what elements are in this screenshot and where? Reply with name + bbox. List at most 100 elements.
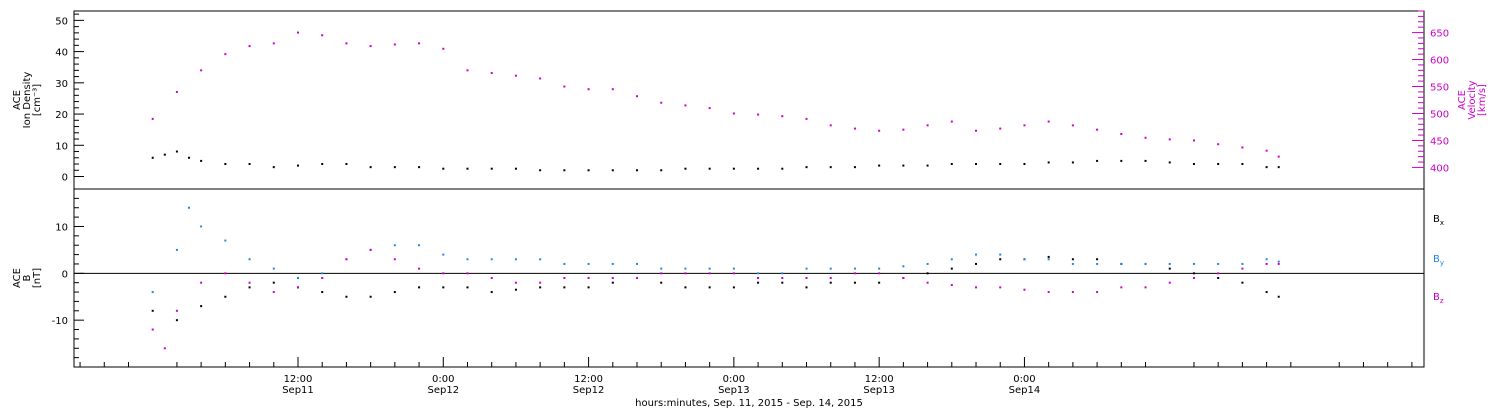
bx-point xyxy=(611,281,614,284)
bz-point xyxy=(248,281,251,284)
bz-point xyxy=(708,272,711,275)
velocity-point xyxy=(950,120,953,123)
by-point xyxy=(587,262,590,265)
bz-point xyxy=(1071,291,1074,294)
by-point xyxy=(1217,262,1220,265)
density-point xyxy=(853,166,856,169)
density-axis-label-line: [cm⁻³] xyxy=(32,84,43,116)
density-axis-ticks: 0 10 20 30 40 50 xyxy=(55,13,84,184)
by-point xyxy=(781,272,784,275)
bx-point xyxy=(1192,272,1195,275)
bx-point xyxy=(853,281,856,284)
density-point xyxy=(660,169,663,172)
bx-point xyxy=(369,295,372,298)
bz-point xyxy=(660,272,663,275)
by-point xyxy=(418,244,421,247)
density-point xyxy=(708,167,711,170)
bz-point xyxy=(296,286,299,289)
by-point xyxy=(805,267,808,270)
velocity-point xyxy=(926,124,929,127)
velocity-tick-label: 450 xyxy=(1430,136,1449,147)
velocity-point xyxy=(1265,149,1268,152)
x-axis-title: hours:minutes, Sep. 11, 2015 - Sep. 14, … xyxy=(635,398,863,409)
time-axis-ticks: 12:00Sep110:00Sep1212:00Sep120:00Sep1312… xyxy=(79,357,1413,396)
density-axis-label-line: ACE xyxy=(12,90,23,110)
density-point xyxy=(418,166,421,169)
density-tick-label: 10 xyxy=(55,141,68,152)
b-axis-label-line: B xyxy=(22,274,33,281)
by-point xyxy=(999,253,1002,256)
by-point xyxy=(296,277,299,279)
bx-point xyxy=(418,286,421,289)
time-tick-label: 0:00 xyxy=(432,374,454,385)
by-point xyxy=(708,267,711,270)
bx-point xyxy=(248,286,251,289)
bx-point xyxy=(563,286,566,289)
density-axis-label: ACE Ion Density [cm⁻³] xyxy=(12,72,43,129)
time-tick-label: 12:00 xyxy=(865,374,894,385)
bz-point xyxy=(1023,288,1026,291)
density-point xyxy=(1217,163,1220,166)
bz-point xyxy=(975,286,978,289)
density-tick-label: 30 xyxy=(55,79,68,90)
density-point xyxy=(393,166,396,169)
bx-point xyxy=(224,295,227,298)
density-point xyxy=(1168,161,1171,164)
bz-point xyxy=(999,286,1002,289)
density-point xyxy=(732,167,735,170)
by-point xyxy=(393,244,396,247)
velocity-point xyxy=(248,45,251,48)
bz-point xyxy=(1277,262,1280,265)
legend-subscript: x xyxy=(1440,219,1444,227)
by-point xyxy=(224,239,227,242)
density-point xyxy=(975,163,978,166)
density-point xyxy=(1071,161,1074,164)
density-point xyxy=(490,167,493,170)
density-point xyxy=(611,169,614,172)
density-point xyxy=(296,164,299,167)
by-point xyxy=(1168,262,1171,265)
density-point xyxy=(369,166,372,169)
density-point xyxy=(1277,166,1280,169)
bx-point xyxy=(950,267,953,270)
by-point xyxy=(853,267,856,270)
bx-point xyxy=(345,295,348,298)
density-point xyxy=(636,169,639,172)
by-point xyxy=(1265,258,1268,261)
by-point xyxy=(248,258,251,261)
velocity-point xyxy=(563,85,566,88)
bx-point xyxy=(490,291,493,294)
bz-point xyxy=(781,277,784,279)
by-point xyxy=(1023,258,1026,261)
by-point xyxy=(188,206,191,209)
bx-point xyxy=(829,281,832,284)
bx-point xyxy=(175,319,178,322)
bx-point xyxy=(272,281,275,284)
velocity-point xyxy=(732,112,735,115)
bz-point xyxy=(1096,291,1099,294)
density-point xyxy=(926,164,929,167)
velocity-point xyxy=(418,42,421,45)
density-axis-label-line: Ion Density xyxy=(22,72,33,129)
bx-point xyxy=(878,281,881,284)
legend-entry-by: By xyxy=(1433,254,1444,267)
b-axis-label-line: ACE xyxy=(12,268,23,288)
velocity-axis-label-line: [km/s] xyxy=(1477,84,1488,116)
velocity-point xyxy=(781,115,784,118)
bz-point xyxy=(345,258,348,261)
bz-point xyxy=(829,277,832,279)
velocity-point xyxy=(200,69,203,72)
velocity-point xyxy=(1071,124,1074,127)
bottom-panel-frame xyxy=(73,188,1425,368)
bz-point xyxy=(1144,286,1147,289)
density-point xyxy=(442,167,445,170)
bz-point xyxy=(878,272,881,275)
bx-point xyxy=(151,309,154,312)
date-tick-label: Sep11 xyxy=(282,385,314,396)
bz-point xyxy=(950,284,953,287)
velocity-point xyxy=(1277,155,1280,158)
density-tick-label: 0 xyxy=(62,173,68,184)
by-point xyxy=(926,262,929,265)
bz-point xyxy=(684,272,687,275)
